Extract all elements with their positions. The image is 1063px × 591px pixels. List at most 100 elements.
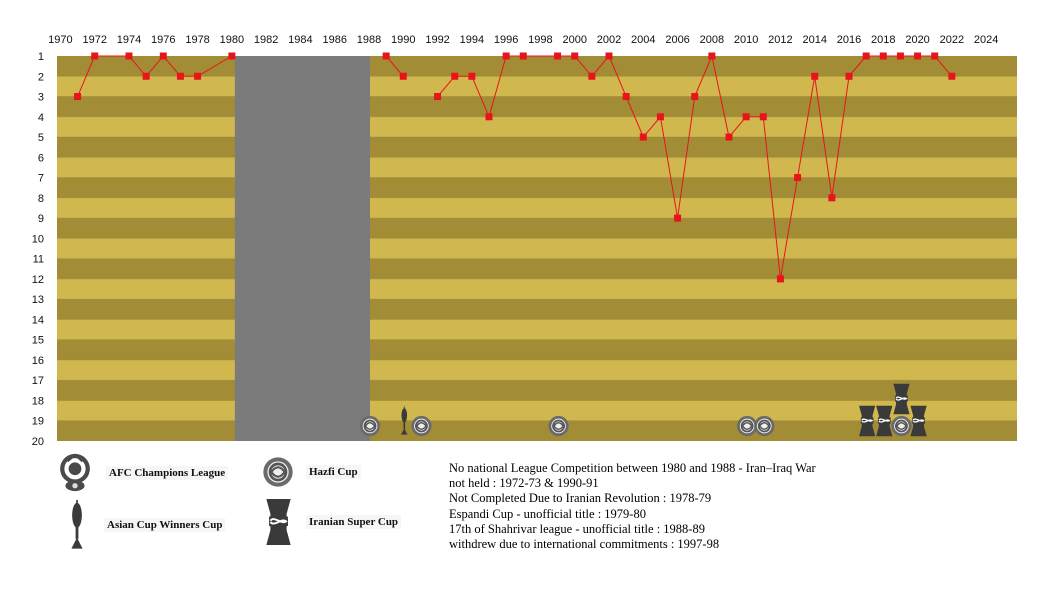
legend-super-cup: Iranian Super Cup xyxy=(265,496,402,548)
plot-band xyxy=(57,197,1017,219)
data-point xyxy=(125,52,133,60)
plot-band xyxy=(57,380,1017,401)
x-tick-label: 2002 xyxy=(597,34,621,46)
plot-band xyxy=(57,137,1017,158)
chart-notes: No national League Competition between 1… xyxy=(449,461,1049,552)
y-tick-label: 4 xyxy=(38,112,44,124)
plot-band xyxy=(57,319,1017,340)
hazfi-cup-icon xyxy=(359,415,381,437)
data-point xyxy=(142,72,150,80)
note-line: not held : 1972-73 & 1990-91 xyxy=(449,476,599,491)
data-point xyxy=(896,52,904,60)
y-tick-label: 5 xyxy=(38,132,44,144)
data-point xyxy=(176,72,184,80)
note-line: Espandi Cup - unofficial title : 1979-80 xyxy=(449,506,646,521)
y-tick-label: 8 xyxy=(38,193,44,205)
iranian-super-cup-icon xyxy=(892,383,911,415)
data-point xyxy=(845,72,853,80)
data-point xyxy=(725,133,733,141)
y-tick-label: 18 xyxy=(32,395,44,407)
y-tick-label: 15 xyxy=(32,335,44,347)
plot-band xyxy=(57,218,1017,239)
x-axis-ticks: 1970 1972 1974 1976 1978 1980 1982 1984 1986 1988… xyxy=(48,34,998,46)
gridlines xyxy=(57,75,1017,422)
plot-band xyxy=(57,258,1017,279)
legend-afc: AFC Champions League xyxy=(58,452,229,494)
data-point xyxy=(434,93,442,101)
y-tick-label: 13 xyxy=(32,294,44,306)
iranian-super-cup-icon xyxy=(909,405,928,437)
x-tick-label: 1984 xyxy=(288,34,312,46)
legend-hazfi: Hazfi Cup xyxy=(262,456,361,488)
note-line: Not Completed Due to Iranian Revolution … xyxy=(449,491,712,506)
data-point xyxy=(879,52,887,60)
y-tick-label: 7 xyxy=(38,173,44,185)
x-tick-label: 2022 xyxy=(940,34,964,46)
plot-band xyxy=(57,278,1017,300)
data-point xyxy=(502,52,510,60)
y-tick-label: 11 xyxy=(33,254,44,266)
data-point xyxy=(948,72,956,80)
data-point xyxy=(451,72,459,80)
x-tick-label: 1998 xyxy=(528,34,552,46)
y-tick-label: 10 xyxy=(32,233,44,245)
x-tick-label: 2008 xyxy=(700,34,724,46)
hazfi-cup-icon xyxy=(410,415,433,437)
x-tick-label: 2004 xyxy=(631,34,655,46)
data-point xyxy=(674,214,682,222)
position-points xyxy=(74,52,956,283)
x-tick-label: 2016 xyxy=(837,34,861,46)
x-tick-label: 2010 xyxy=(734,34,758,46)
hazfi-cup-icon xyxy=(262,456,294,488)
hazfi-cup-icon xyxy=(736,415,759,437)
data-point xyxy=(74,93,82,101)
data-point xyxy=(622,93,630,101)
plot-band xyxy=(57,177,1017,198)
x-tick-label: 1976 xyxy=(151,34,175,46)
legend-cup-winners-label: Asian Cup Winners Cup xyxy=(104,518,226,532)
data-point xyxy=(382,52,390,60)
data-point xyxy=(554,52,562,60)
data-point xyxy=(708,52,716,60)
y-tick-label: 12 xyxy=(32,274,44,286)
x-tick-label: 1996 xyxy=(494,34,518,46)
data-point xyxy=(468,72,476,80)
plot-band xyxy=(57,238,1017,259)
plot-band xyxy=(57,96,1017,117)
x-tick-label: 1982 xyxy=(254,34,278,46)
plot-band xyxy=(57,299,1017,320)
data-point xyxy=(742,113,750,121)
x-tick-label: 2024 xyxy=(974,34,998,46)
plot-band xyxy=(57,157,1017,178)
legend-afc-label: AFC Champions League xyxy=(106,466,229,480)
data-point xyxy=(519,52,527,60)
hazfi-cup-icon xyxy=(753,415,776,437)
y-tick-label: 6 xyxy=(38,152,44,164)
note-line: No national League Competition between 1… xyxy=(449,461,816,475)
afc-champions-league-icon xyxy=(58,452,92,494)
plot-bands xyxy=(57,56,1017,441)
data-point xyxy=(639,133,647,141)
note-line: withdrew due to international commitment… xyxy=(449,537,720,552)
data-point xyxy=(794,174,802,182)
plot-band xyxy=(57,359,1017,381)
y-tick-label: 20 xyxy=(32,436,44,448)
data-point xyxy=(811,72,819,80)
data-point xyxy=(571,52,579,60)
data-point xyxy=(656,113,664,121)
data-point xyxy=(399,72,407,80)
league-position-chart: 1970 1972 1974 1976 1978 1980 1982 1984 1986 1988… xyxy=(32,34,1017,448)
x-tick-label: 1992 xyxy=(425,34,449,46)
iranian-super-cup-icon xyxy=(858,405,876,437)
asian-cup-winners-cup-icon xyxy=(70,500,84,550)
data-point xyxy=(691,93,699,101)
note-line: 17th of Shahrivar league - unofficial ti… xyxy=(449,521,705,536)
x-tick-label: 2018 xyxy=(871,34,895,46)
legend-super-cup-label: Iranian Super Cup xyxy=(306,515,402,529)
plot-band xyxy=(57,339,1017,360)
plot-band xyxy=(57,116,1017,138)
data-point xyxy=(914,52,922,60)
x-tick-label: 1980 xyxy=(220,34,244,46)
data-point xyxy=(605,52,613,60)
